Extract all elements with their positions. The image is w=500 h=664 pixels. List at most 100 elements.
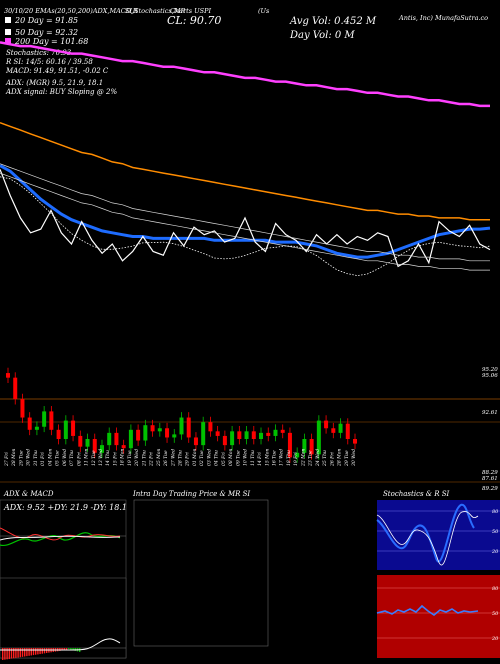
macd-bar bbox=[72, 648, 74, 651]
candle-date-label: 29 Tue bbox=[344, 450, 350, 467]
macd-bar bbox=[43, 648, 46, 654]
close-price-label: CL: 90.70 bbox=[167, 14, 221, 27]
price-level-label: 95.20 bbox=[482, 367, 498, 373]
candle-date-label: 28 Mon bbox=[11, 449, 17, 467]
price-level-label: 87.61 bbox=[482, 476, 498, 482]
candle-body bbox=[85, 439, 90, 447]
adx-macd-panel: ADX & MACD ADX: 9.52 +DY: 21.9 -DY: 18.1 bbox=[0, 490, 127, 660]
macd-bar bbox=[59, 648, 61, 651]
candle-date-label: 29 Tue bbox=[18, 450, 24, 467]
candle-date-label: 19 Tue bbox=[127, 450, 133, 466]
candle-date-label: 03 Wed bbox=[206, 449, 212, 466]
candle-date-label: 08 Mon bbox=[228, 449, 234, 466]
series-line-200-day bbox=[0, 41, 490, 108]
header-top-line: 30/10/20 EMAs(20,50,200)ADX,MACD,R bbox=[4, 7, 138, 15]
macd-bar bbox=[74, 648, 76, 651]
series-line-price bbox=[0, 169, 491, 268]
candle-date-label: 10 Wed bbox=[243, 449, 249, 466]
rsi-tick: 80 bbox=[492, 586, 499, 592]
candle-body bbox=[128, 429, 133, 449]
envelope-line-1 bbox=[0, 172, 490, 271]
macd-line bbox=[0, 638, 121, 651]
macd-bar bbox=[35, 648, 37, 655]
rsi-tick: 50 bbox=[492, 611, 499, 617]
candle-date-label: 20 Wed bbox=[134, 449, 140, 467]
macd-bar bbox=[13, 648, 15, 659]
macd-bar bbox=[39, 648, 41, 655]
candle-body bbox=[78, 435, 83, 447]
candle-body bbox=[208, 422, 213, 432]
candle-date-label: 07 Thu bbox=[69, 450, 75, 466]
candle-body bbox=[13, 377, 18, 400]
candle-body bbox=[49, 411, 54, 430]
macd-bar bbox=[10, 648, 13, 659]
legend-macd: MACD: 91.49, 91.51, -0.02 C bbox=[5, 67, 109, 75]
macd-bar bbox=[68, 648, 70, 649]
candle-date-label: 06 Wed bbox=[62, 449, 68, 466]
price-level-label: 92.61 bbox=[482, 410, 498, 416]
candle-date-label: 16 Tue bbox=[271, 450, 277, 466]
legend-stochastics: Stochastics: 70.93 bbox=[6, 49, 72, 57]
candle-date-label: 25 Mon bbox=[156, 449, 162, 467]
candle-date-label: 28 Thu bbox=[178, 450, 184, 467]
candle-body bbox=[92, 439, 97, 453]
intraday-panel-title: Intra Day Trading Price & MR SI bbox=[132, 490, 250, 498]
intraday-panel: Intra Day Trading Price & MR SI bbox=[132, 490, 269, 647]
candle-body bbox=[316, 420, 321, 455]
macd-bar bbox=[24, 648, 26, 657]
candle-date-label: 11 Mon bbox=[84, 449, 90, 466]
legend-ema20: 20 Day = 91.85 bbox=[14, 16, 78, 25]
intraday-panel-frame bbox=[133, 499, 269, 647]
candlestick-panel: 95.20 95.06 92.61 88.29 87.61 89.29 27 F… bbox=[0, 367, 500, 492]
candle-body bbox=[193, 437, 198, 446]
candle-date-label: 15 Fri bbox=[112, 452, 118, 466]
candle-body bbox=[186, 417, 191, 438]
stoch-tick: 80 bbox=[492, 509, 499, 515]
candle-body bbox=[353, 439, 357, 444]
candle-date-label: 15 Mon bbox=[264, 449, 270, 466]
legend-rsi: R SI: 14/5: 60.16 / 39.58 bbox=[5, 58, 93, 66]
candle-body bbox=[99, 445, 104, 453]
candle-body bbox=[280, 429, 285, 433]
rsi-panel-bg bbox=[377, 575, 500, 658]
candle-body bbox=[121, 445, 126, 449]
candle-date-label: 04 Mon bbox=[47, 449, 53, 466]
candle-body bbox=[6, 373, 10, 378]
header-indicators: SI,Stochastics,MR bbox=[125, 7, 185, 15]
adx-readout: ADX: 9.52 +DY: 21.9 -DY: 18.1 bbox=[3, 503, 127, 512]
legend-ema200: 200 Day = 101.68 bbox=[14, 37, 88, 46]
ema50-swatch bbox=[5, 29, 11, 35]
candle-body bbox=[345, 423, 350, 439]
candle-date-label: 04 Thu bbox=[214, 450, 220, 466]
candle-body bbox=[302, 439, 307, 453]
candle-body bbox=[114, 432, 119, 446]
candle-body bbox=[201, 422, 206, 446]
candle-body bbox=[273, 429, 278, 436]
candle-date-label: 29 Fri bbox=[185, 452, 191, 467]
stochastics-panel-bg bbox=[377, 500, 500, 570]
macd-bar bbox=[32, 648, 35, 656]
macd-bar bbox=[8, 648, 10, 659]
macd-bar bbox=[17, 648, 19, 658]
candle-body bbox=[259, 432, 264, 439]
candle-body bbox=[42, 411, 47, 427]
candle-body bbox=[157, 428, 162, 432]
candle-body bbox=[165, 428, 170, 438]
candle-date-label: 09 Tue bbox=[235, 450, 241, 466]
candle-body bbox=[244, 431, 249, 439]
candle-body bbox=[27, 417, 32, 430]
stoch-tick: 50 bbox=[492, 529, 499, 535]
rsi-line bbox=[376, 604, 479, 616]
stochastics-panel-title: Stochastics & R SI bbox=[383, 490, 450, 498]
candle-body bbox=[222, 435, 227, 446]
header-company-2: Antis, Inc) MunafaSutra.co bbox=[398, 14, 488, 22]
macd-bar bbox=[63, 648, 65, 651]
candle-body bbox=[172, 434, 177, 438]
candle-body bbox=[107, 432, 112, 446]
stoch-tick: 20 bbox=[491, 549, 499, 555]
candle-date-label: 24 Wed bbox=[315, 449, 321, 467]
candle-date-label: 22 Mon bbox=[300, 449, 306, 467]
rsi-tick: 20 bbox=[491, 636, 499, 642]
candle-body bbox=[266, 432, 271, 436]
candle-body bbox=[71, 420, 76, 436]
